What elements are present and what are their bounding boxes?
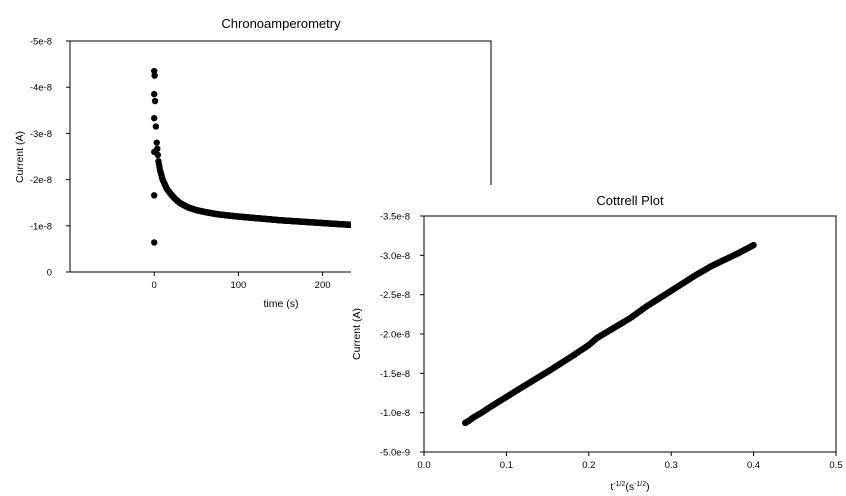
chronoamperometry-x-axis-title: time (s): [264, 298, 299, 310]
cottrell-data-point: [750, 241, 757, 249]
chronoamperometry-data-point: [151, 90, 158, 98]
chronoamperometry-data-point: [151, 72, 158, 79]
cottrell-y-tick-label: -3.0e-8: [380, 251, 410, 262]
cottrell-x-tick-label: 0.5: [829, 460, 842, 471]
chronoamperometry-y-axis-title: Current (A): [14, 131, 26, 183]
chronoamperometry-y-tick-label: -5e-8: [30, 37, 52, 48]
chronoamperometry-data-point: [154, 145, 161, 152]
chronoamperometry-y-tick-label: -2e-8: [30, 175, 52, 186]
chronoamperometry-data-point: [151, 239, 158, 246]
chronoamperometry-y-tick-label: 0: [47, 268, 52, 279]
cottrell-y-tick-label: -5.0e-9: [380, 448, 410, 459]
chronoamperometry-data-point: [151, 67, 158, 75]
chronoamperometry-y-axis: 0 -1e-8 -2e-8 -3e-8 -4e-8 -5e-8: [30, 37, 70, 279]
cottrell-y-axis: -5.0e-9 -1.0e-8 -1.5e-8 -2.0e-8 -2.5e-8 -3.0e…: [380, 212, 424, 459]
chronoamperometry-y-tick-label: -4e-8: [30, 83, 52, 94]
chronoamperometry-x-tick-label: 100: [230, 280, 246, 291]
chronoamperometry-x-tick-label: 0: [152, 280, 157, 291]
chronoamperometry-x-tick-label: 200: [315, 280, 331, 291]
cottrell-x-tick-label: 0.4: [747, 460, 760, 471]
chronoamperometry-y-tick-label: -3e-8: [30, 129, 52, 140]
cottrell-x-tick-label: 0.2: [582, 460, 595, 471]
cottrell-y-axis-title: Current (A): [351, 308, 363, 360]
cottrell-y-tick-label: -1.0e-8: [380, 408, 410, 419]
chronoamperometry-data-point: [154, 151, 162, 159]
cottrell-chart: Cottrell Plot 0.0 0.1 0.2 0.3 0.4 0.5 -5.0e-9…: [351, 185, 846, 496]
chronoamperometry-plot-frame: [69, 40, 492, 273]
cottrell-data-series: [462, 241, 757, 427]
cottrell-y-tick-label: -2.0e-8: [380, 330, 410, 341]
chronoamperometry-y-tick-label: -1e-8: [30, 221, 52, 232]
chronoamperometry-title: Chronoamperometry: [221, 16, 341, 31]
chronoamperometry-data-point: [152, 123, 160, 130]
cottrell-x-tick-label: 0.1: [500, 460, 513, 471]
cottrell-x-axis: 0.0 0.1 0.2 0.3 0.4 0.5: [417, 452, 843, 471]
cottrell-x-tick-label: 0.3: [665, 460, 678, 471]
cottrell-y-tick-label: -1.5e-8: [380, 369, 410, 380]
cottrell-y-tick-label: -2.5e-8: [380, 290, 410, 301]
cottrell-x-tick-label: 0.0: [417, 460, 430, 471]
cottrell-title: Cottrell Plot: [596, 193, 664, 208]
chronoamperometry-data-point: [151, 97, 159, 105]
chronoamperometry-data-point: [151, 192, 158, 199]
cottrell-y-tick-label: -3.5e-8: [380, 212, 410, 223]
chronoamperometry-data-point: [151, 114, 158, 122]
chronoamperometry-data-point: [153, 139, 160, 146]
